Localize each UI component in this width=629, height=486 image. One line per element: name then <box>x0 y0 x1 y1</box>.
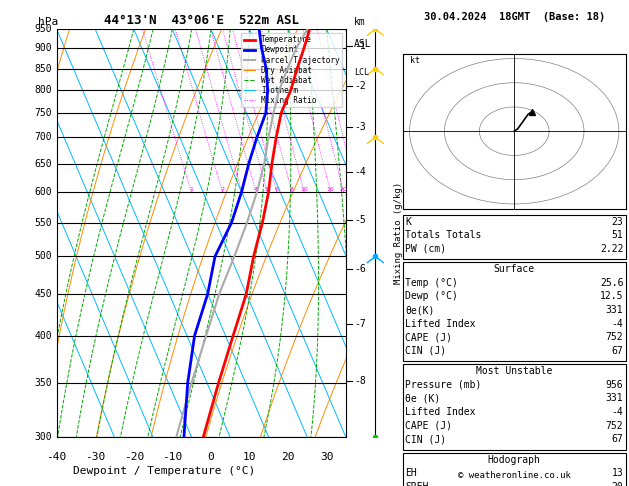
Text: Totals Totals: Totals Totals <box>405 230 481 240</box>
Text: Dewp (°C): Dewp (°C) <box>405 292 458 301</box>
Text: -10: -10 <box>162 451 182 462</box>
Text: 331: 331 <box>606 394 623 403</box>
Text: -3: -3 <box>354 122 365 132</box>
Text: Dewpoint / Temperature (°C): Dewpoint / Temperature (°C) <box>72 466 255 476</box>
Text: 5: 5 <box>265 187 269 192</box>
Text: -5: -5 <box>354 214 365 225</box>
Text: Hodograph: Hodograph <box>487 455 541 465</box>
Text: θe(K): θe(K) <box>405 305 435 315</box>
Text: 67: 67 <box>611 346 623 356</box>
Text: 650: 650 <box>35 158 52 169</box>
Text: θe (K): θe (K) <box>405 394 440 403</box>
Text: 752: 752 <box>606 421 623 431</box>
Text: 16: 16 <box>326 187 334 192</box>
Text: -6: -6 <box>354 264 365 274</box>
Text: 20: 20 <box>281 451 295 462</box>
Text: Mixing Ratio (g/kg): Mixing Ratio (g/kg) <box>394 182 403 284</box>
Text: 20: 20 <box>611 482 623 486</box>
Text: 750: 750 <box>35 108 52 118</box>
Text: Lifted Index: Lifted Index <box>405 407 476 417</box>
Text: 13: 13 <box>611 469 623 478</box>
Text: 6: 6 <box>274 187 279 192</box>
Text: km: km <box>354 17 365 27</box>
Text: 800: 800 <box>35 85 52 95</box>
Text: 0: 0 <box>208 451 214 462</box>
Text: -4: -4 <box>611 407 623 417</box>
Text: 12.5: 12.5 <box>600 292 623 301</box>
Text: 900: 900 <box>35 43 52 53</box>
Text: 850: 850 <box>35 64 52 73</box>
Text: CAPE (J): CAPE (J) <box>405 421 452 431</box>
Text: Temp (°C): Temp (°C) <box>405 278 458 288</box>
Text: 3: 3 <box>240 187 243 192</box>
Text: -7: -7 <box>354 319 365 329</box>
Text: 10: 10 <box>300 187 308 192</box>
Text: 950: 950 <box>35 24 52 34</box>
Text: 10: 10 <box>243 451 256 462</box>
Text: SREH: SREH <box>405 482 428 486</box>
Text: Pressure (mb): Pressure (mb) <box>405 380 481 390</box>
Text: 956: 956 <box>606 380 623 390</box>
Text: CIN (J): CIN (J) <box>405 346 446 356</box>
Text: © weatheronline.co.uk: © weatheronline.co.uk <box>458 471 571 480</box>
Text: -30: -30 <box>85 451 105 462</box>
Text: -4: -4 <box>354 167 365 177</box>
Text: kt: kt <box>409 56 420 65</box>
Text: Surface: Surface <box>494 264 535 274</box>
Text: 550: 550 <box>35 218 52 228</box>
Legend: Temperature, Dewpoint, Parcel Trajectory, Dry Adiabat, Wet Adiabat, Isotherm, Mi: Temperature, Dewpoint, Parcel Trajectory… <box>242 33 342 107</box>
Text: 8: 8 <box>290 187 294 192</box>
Text: 51: 51 <box>611 230 623 240</box>
Text: Lifted Index: Lifted Index <box>405 319 476 329</box>
Text: ASL: ASL <box>354 39 372 50</box>
Text: PW (cm): PW (cm) <box>405 244 446 254</box>
Text: hPa: hPa <box>38 17 58 27</box>
Text: -2: -2 <box>354 81 365 90</box>
Text: 25.6: 25.6 <box>600 278 623 288</box>
Text: -40: -40 <box>47 451 67 462</box>
Text: -4: -4 <box>611 319 623 329</box>
Text: K: K <box>405 217 411 226</box>
Text: -20: -20 <box>124 451 144 462</box>
Text: 1: 1 <box>189 187 192 192</box>
Text: 450: 450 <box>35 289 52 299</box>
Text: Most Unstable: Most Unstable <box>476 366 552 376</box>
Text: 500: 500 <box>35 251 52 261</box>
Text: 700: 700 <box>35 132 52 142</box>
Text: -8: -8 <box>354 376 365 386</box>
Text: 2.22: 2.22 <box>600 244 623 254</box>
Text: -1: -1 <box>354 41 365 52</box>
Text: 23: 23 <box>611 217 623 226</box>
Text: 350: 350 <box>35 378 52 388</box>
Title: 44°13'N  43°06'E  522m ASL: 44°13'N 43°06'E 522m ASL <box>104 14 299 27</box>
Text: 30.04.2024  18GMT  (Base: 18): 30.04.2024 18GMT (Base: 18) <box>423 12 605 22</box>
Text: 30: 30 <box>320 451 333 462</box>
Text: 2: 2 <box>220 187 224 192</box>
Text: 600: 600 <box>35 187 52 197</box>
Text: 400: 400 <box>35 330 52 341</box>
Text: 4: 4 <box>253 187 258 192</box>
Text: 67: 67 <box>611 434 623 444</box>
Text: 331: 331 <box>606 305 623 315</box>
Text: LCL: LCL <box>354 68 369 77</box>
Text: 300: 300 <box>35 433 52 442</box>
Text: CAPE (J): CAPE (J) <box>405 332 452 342</box>
Text: CIN (J): CIN (J) <box>405 434 446 444</box>
Text: 20: 20 <box>339 187 347 192</box>
Text: EH: EH <box>405 469 417 478</box>
Text: 752: 752 <box>606 332 623 342</box>
